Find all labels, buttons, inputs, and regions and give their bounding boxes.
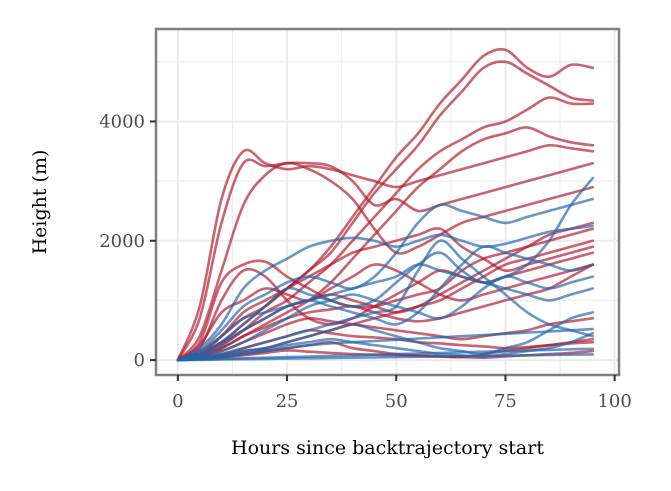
trajectory-line-red xyxy=(176,158,595,362)
trajectory-line-blue xyxy=(176,311,595,362)
trajectory-line-blue xyxy=(176,224,595,362)
trajectory-line-blue xyxy=(176,327,595,362)
x-tick-label: 50 xyxy=(385,391,408,412)
x-axis-title: Hours since backtrajectory start xyxy=(231,437,544,459)
y-axis-title: Height (m) xyxy=(29,150,51,255)
axis-ticks: 0 25 50 75 100 0 2000 4000 xyxy=(99,111,632,412)
trajectory-line-blue xyxy=(176,245,595,362)
trajectory-line-blue xyxy=(176,353,595,362)
trajectory-line-blue xyxy=(176,176,595,362)
x-tick-label: 100 xyxy=(597,391,631,412)
x-tick-label: 25 xyxy=(276,391,299,412)
panel-border xyxy=(154,27,621,377)
y-tick-label: 4000 xyxy=(99,111,145,132)
trajectory-line-red xyxy=(176,161,595,362)
trajectory-line-blue xyxy=(176,275,595,362)
trajectory-line-blue xyxy=(176,239,595,362)
trajectory-line-red xyxy=(176,251,595,362)
series-lines xyxy=(176,47,595,362)
x-tick-label: 0 xyxy=(172,391,183,412)
y-tick-label: 2000 xyxy=(99,231,145,252)
x-tick-label: 75 xyxy=(494,391,517,412)
y-tick-label: 0 xyxy=(134,350,145,371)
trajectory-line-blue xyxy=(176,197,595,362)
trajectory-line-blue xyxy=(176,263,595,362)
